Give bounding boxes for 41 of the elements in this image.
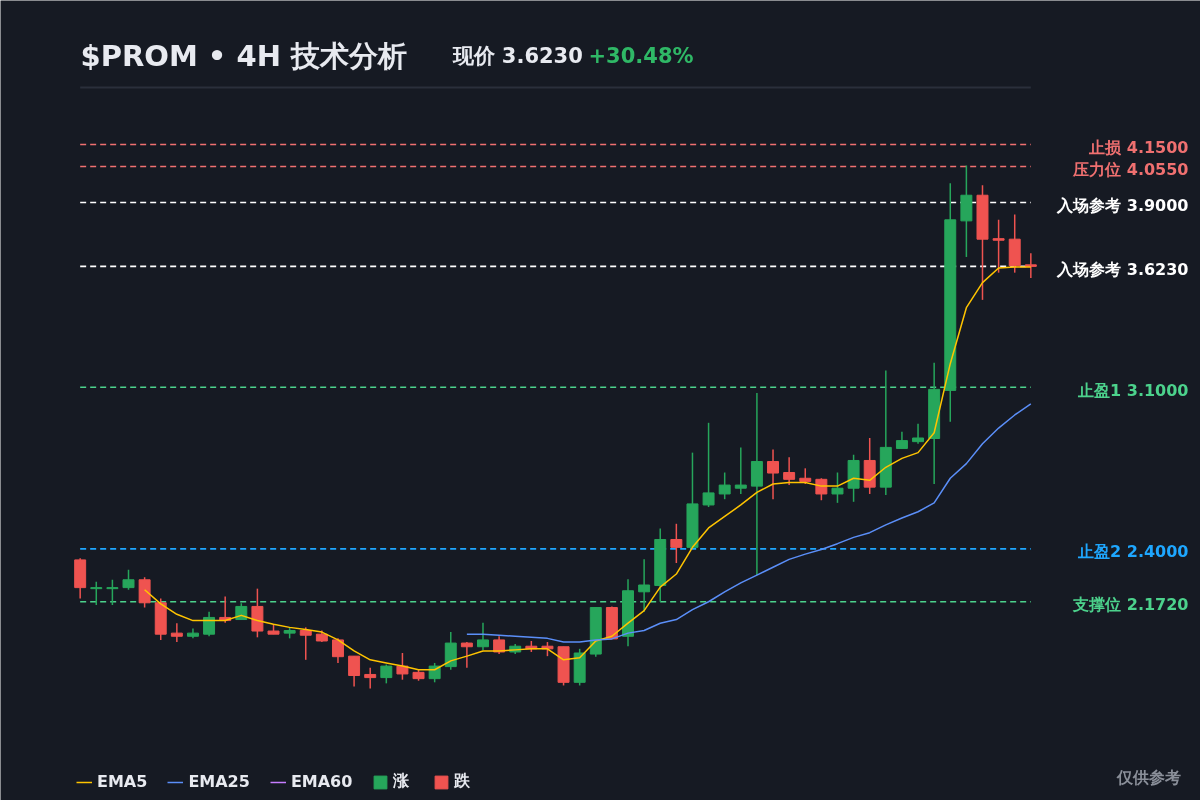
candlestick <box>138 576 151 609</box>
candlestick <box>90 581 103 606</box>
candlestick <box>444 631 457 671</box>
chart-subtitle: 现价 3.6230 <box>451 43 583 68</box>
candlestick <box>767 448 779 500</box>
candlestick <box>912 423 925 445</box>
candlestick <box>364 666 377 690</box>
ref-line-label: 入场参考 3.9000 <box>1056 196 1189 216</box>
candlestick <box>718 471 731 500</box>
candlestick <box>702 422 715 508</box>
candlestick <box>783 456 796 486</box>
text: 仅供参考 <box>1115 767 1181 787</box>
candlestick <box>992 219 1005 274</box>
candlestick <box>170 622 183 643</box>
candlestick <box>332 637 344 664</box>
candlestick <box>460 641 473 669</box>
ref-line-label: 止盈2 2.4000 <box>1077 542 1189 562</box>
ref-line-label: 止损 4.1500 <box>1088 137 1189 157</box>
candlestick <box>122 569 135 591</box>
ref-line-label: 压力位 4.0550 <box>1072 159 1189 179</box>
candlestick <box>1024 252 1037 279</box>
legend-label: EMA60 <box>290 772 353 791</box>
candlestick <box>734 446 747 495</box>
legend-label: 跌 <box>454 771 472 792</box>
candlestick <box>396 652 409 681</box>
candlestick <box>106 579 119 606</box>
candlestick <box>638 558 651 613</box>
ref-line-label: 支撑位 2.1720 <box>1072 595 1189 615</box>
ref-line-label: 入场参考 3.6230 <box>1056 259 1189 279</box>
candlestick <box>670 523 683 564</box>
ref-line-label: 止盈1 3.1000 <box>1077 380 1189 400</box>
text: +30.48% <box>588 43 694 68</box>
candlestick <box>203 610 216 638</box>
legend-label: EMA5 <box>97 772 148 791</box>
legend-label: EMA25 <box>188 772 250 791</box>
candlestick <box>477 621 489 651</box>
candlestick <box>348 655 361 688</box>
chart-title: $PROM • 4H 技术分析 <box>80 38 408 73</box>
legend-label: 涨 <box>393 771 411 792</box>
candlestick <box>299 626 312 661</box>
candlestick <box>831 471 844 504</box>
